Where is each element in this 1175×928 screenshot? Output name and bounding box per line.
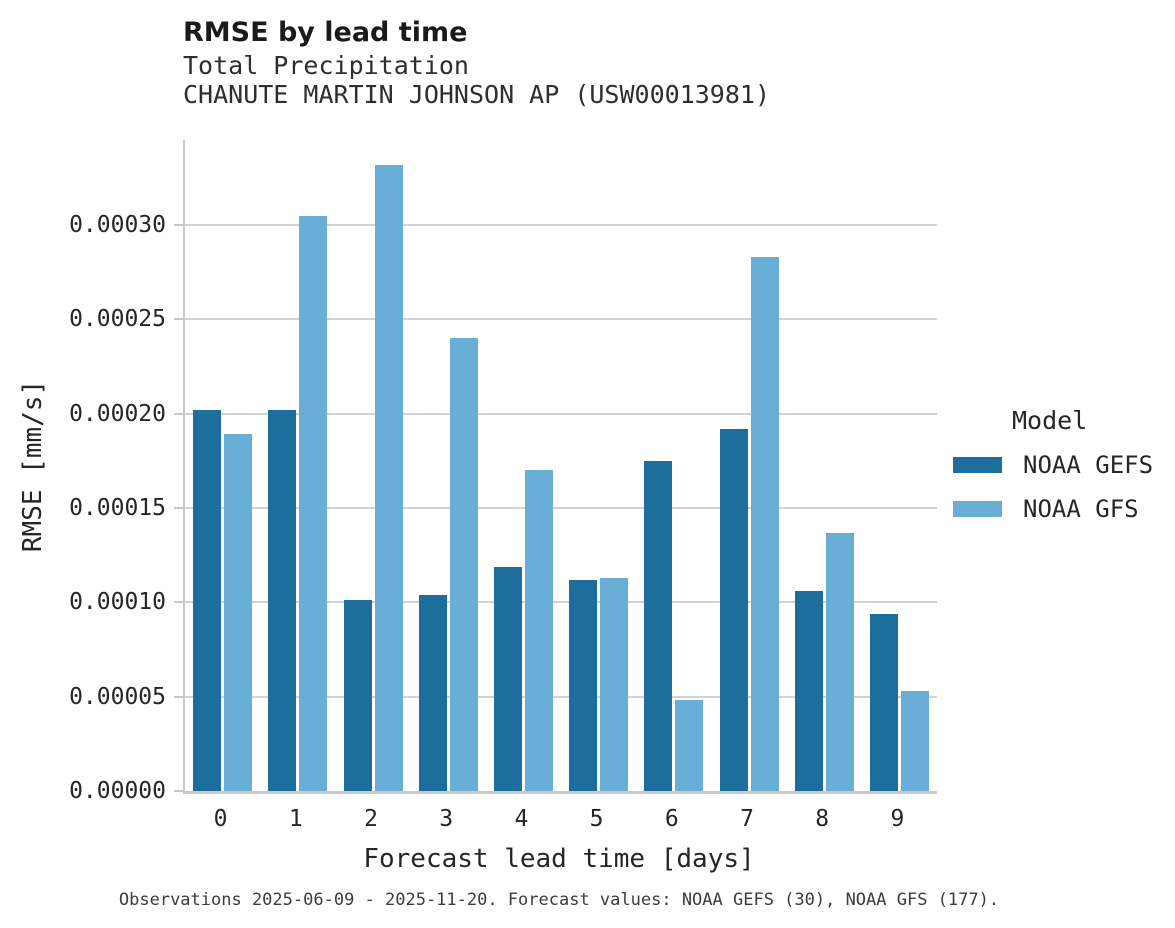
legend: Model NOAA GEFS NOAA GFS: [945, 406, 1153, 523]
gridline-y-0.00005: [185, 695, 937, 698]
gridline-y-0.00030: [185, 223, 937, 226]
bar-noaa-gfs-lead-2: [374, 164, 403, 791]
y-axis-label: RMSE [mm/s]: [18, 379, 48, 553]
plot-area: [174, 140, 937, 794]
legend-swatch-noaa-gefs: [953, 457, 1002, 473]
x-axis-label: Forecast lead time [days]: [363, 844, 755, 874]
gridline-y-0.00025: [185, 318, 937, 321]
chart-title: RMSE by lead time: [183, 17, 468, 48]
legend-entry-noaa-gefs: NOAA GEFS: [945, 451, 1153, 479]
y-tick-mark: [174, 506, 183, 509]
y-tick-mark: [174, 601, 183, 604]
x-tick-label-0: 0: [213, 806, 228, 832]
bar-noaa-gefs-lead-3: [418, 594, 447, 791]
x-tick-label-3: 3: [439, 806, 454, 832]
bar-noaa-gfs-lead-6: [675, 700, 704, 791]
bar-noaa-gfs-lead-5: [600, 577, 629, 791]
x-tick-label-6: 6: [664, 806, 679, 832]
bar-noaa-gfs-lead-9: [900, 691, 929, 791]
bar-noaa-gfs-lead-1: [299, 215, 328, 791]
legend-entry-noaa-gfs: NOAA GFS: [945, 495, 1153, 523]
y-tick-label: 0.00025: [69, 306, 166, 333]
bar-noaa-gfs-lead-8: [825, 532, 854, 791]
bar-noaa-gefs-lead-0: [193, 409, 222, 791]
bar-noaa-gefs-lead-8: [794, 591, 823, 791]
y-tick-mark: [174, 695, 183, 698]
chart-subtitle-variable: Total Precipitation: [183, 51, 469, 80]
x-tick-label-9: 9: [890, 806, 905, 832]
x-tick-label-5: 5: [589, 806, 604, 832]
bar-noaa-gefs-lead-5: [569, 579, 598, 791]
x-tick-label-7: 7: [740, 806, 754, 832]
x-tick-label-8: 8: [815, 806, 830, 832]
bar-noaa-gefs-lead-1: [268, 409, 297, 791]
y-tick-label: 0.00000: [69, 778, 166, 804]
gridline-y-0.00020: [185, 412, 937, 415]
y-tick-label: 0.00020: [69, 400, 166, 427]
y-tick-mark: [174, 318, 183, 321]
bar-noaa-gfs-lead-7: [750, 257, 779, 791]
chart-subtitle-station: CHANUTE MARTIN JOHNSON AP (USW00013981): [183, 80, 770, 109]
legend-label-noaa-gfs: NOAA GFS: [1023, 495, 1139, 523]
bar-noaa-gefs-lead-9: [869, 613, 898, 791]
bar-noaa-gefs-lead-2: [343, 600, 372, 791]
x-tick-label-2: 2: [364, 806, 378, 832]
y-tick-mark: [174, 223, 183, 226]
y-tick-mark: [174, 412, 183, 415]
x-tick-label-4: 4: [514, 806, 529, 832]
y-tick-label: 0.00010: [69, 589, 166, 616]
legend-label-noaa-gefs: NOAA GEFS: [1023, 451, 1154, 479]
y-tick-label: 0.00030: [69, 211, 166, 238]
x-tick-label-1: 1: [288, 806, 303, 832]
y-tick-label: 0.00005: [69, 683, 166, 710]
gridline-y-0.00010: [185, 601, 937, 604]
bar-noaa-gefs-lead-6: [644, 460, 673, 791]
bar-noaa-gefs-lead-7: [719, 428, 748, 791]
bar-noaa-gefs-lead-4: [493, 566, 522, 791]
legend-swatch-noaa-gfs: [953, 501, 1002, 517]
gridline-y-0.00015: [185, 506, 937, 509]
bar-noaa-gfs-lead-4: [524, 470, 553, 791]
bar-noaa-gfs-lead-3: [449, 338, 478, 791]
legend-title: Model: [1012, 406, 1088, 435]
footer-note: Observations 2025-06-09 - 2025-11-20. Fo…: [118, 890, 1000, 910]
y-tick-label: 0.00015: [69, 494, 166, 521]
bar-noaa-gfs-lead-0: [224, 434, 253, 791]
y-tick-mark: [174, 790, 183, 792]
